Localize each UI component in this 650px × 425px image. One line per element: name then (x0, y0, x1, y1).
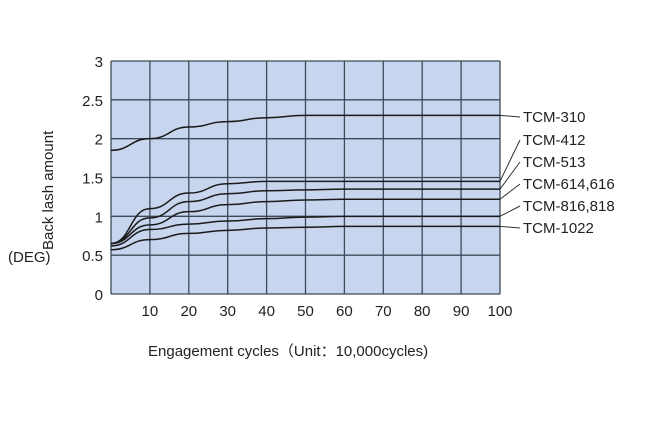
x-tick-label: 80 (414, 303, 431, 320)
series-label: TCM-1022 (523, 220, 594, 237)
series-labels: TCM-310 TCM-412 TCM-513 TCM-614,616 TCM-816,… (499, 109, 615, 237)
series-lines (110, 114, 500, 251)
series-label: TCM-614,616 (523, 176, 615, 193)
x-tick-label: 70 (375, 303, 392, 320)
x-tick-label: 20 (180, 303, 197, 320)
x-tick-label: 100 (487, 303, 512, 320)
x-tick-label: 30 (219, 303, 236, 320)
x-tick-label: 60 (336, 303, 353, 320)
y-tick-label: 2.5 (82, 93, 103, 110)
series-line (110, 114, 500, 152)
y-tick-label: 0.5 (82, 248, 103, 265)
x-tick-label: 40 (258, 303, 275, 320)
leader-line (499, 225, 521, 229)
leader-line (499, 183, 521, 200)
series-label: TCM-310 (523, 109, 586, 126)
leader-line (499, 205, 521, 217)
y-axis-label: Back lash amount (40, 130, 57, 250)
series-line (110, 180, 500, 245)
y-tick-label: 2 (95, 132, 103, 149)
y-axis-unit: (DEG) (8, 249, 51, 266)
series-line (110, 188, 500, 245)
leader-line (499, 114, 521, 118)
y-tick-label: 1 (95, 209, 103, 226)
grid (110, 60, 501, 295)
series-line (110, 215, 500, 247)
y-tick-label: 3 (95, 54, 103, 71)
series-line (110, 225, 500, 251)
series-label: TCM-513 (523, 154, 586, 171)
tick-labels: 10 20 30 40 50 60 70 80 90 100 0 0.5 1 1.5 2 2.5 3 (82, 54, 512, 320)
x-tick-label: 90 (453, 303, 470, 320)
series-line (110, 198, 500, 245)
series-label: TCM-412 (523, 132, 586, 149)
y-tick-label: 1.5 (82, 171, 103, 188)
series-label: TCM-816,818 (523, 198, 615, 215)
x-tick-label: 10 (142, 303, 159, 320)
x-tick-label: 50 (297, 303, 314, 320)
x-axis-label: Engagement cycles（Unit：10,000cycles) (148, 343, 428, 360)
y-tick-label: 0 (95, 287, 103, 304)
leader-line (499, 139, 521, 182)
leader-line (499, 161, 521, 190)
